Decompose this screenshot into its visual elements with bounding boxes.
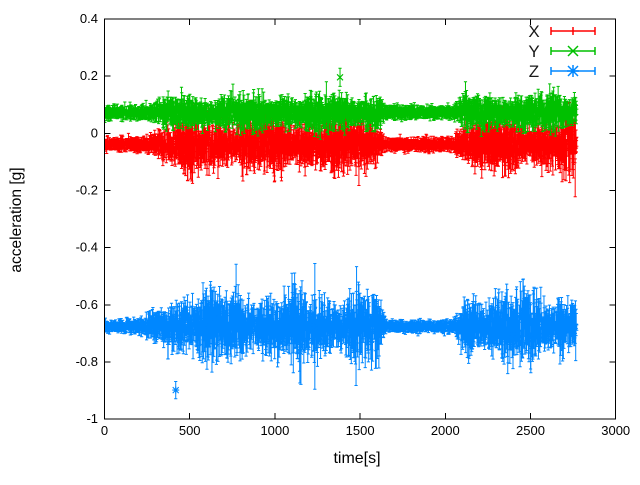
svg-text:500: 500: [179, 423, 201, 438]
svg-text:0: 0: [101, 423, 108, 438]
svg-text:0.4: 0.4: [80, 11, 98, 26]
svg-text:-0.2: -0.2: [76, 183, 98, 198]
svg-text:-0.8: -0.8: [76, 354, 98, 369]
svg-text:1500: 1500: [346, 423, 375, 438]
svg-text:2500: 2500: [516, 423, 545, 438]
svg-text:-0.4: -0.4: [76, 240, 98, 255]
svg-text:2000: 2000: [431, 423, 460, 438]
svg-text:-0.6: -0.6: [76, 297, 98, 312]
svg-text:3000: 3000: [601, 423, 630, 438]
svg-text:Z: Z: [529, 62, 539, 81]
svg-text:1000: 1000: [260, 423, 289, 438]
svg-text:time[s]: time[s]: [333, 450, 380, 467]
svg-text:X: X: [528, 22, 539, 41]
svg-text:Y: Y: [528, 42, 539, 61]
svg-text:acceleration [g]: acceleration [g]: [8, 167, 25, 272]
svg-text:-1: -1: [86, 411, 98, 426]
svg-text:0: 0: [91, 125, 98, 140]
svg-text:0.2: 0.2: [80, 68, 98, 83]
